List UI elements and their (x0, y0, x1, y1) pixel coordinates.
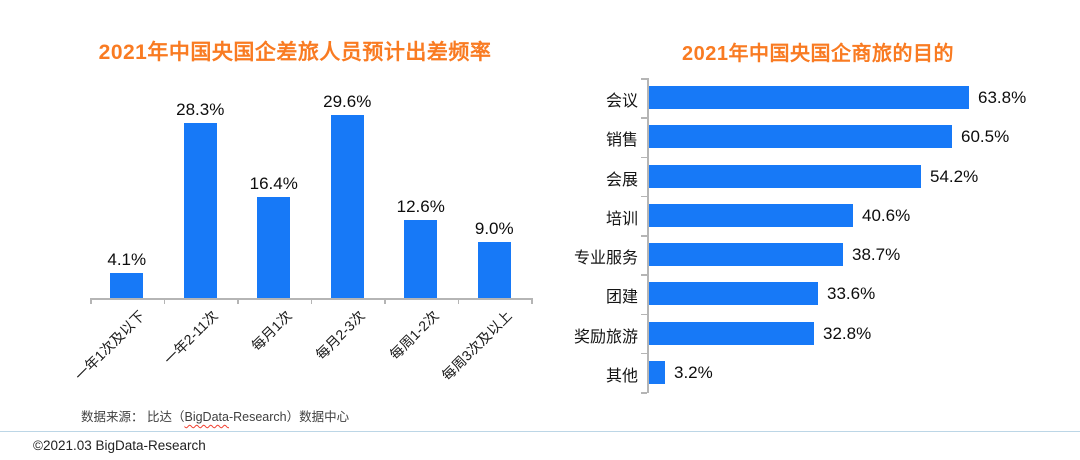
y-category-label: 专业服务 (573, 250, 638, 267)
frequency-bar (477, 242, 511, 298)
frequency-bar (404, 220, 438, 298)
bar-value-label: 29.6% (323, 92, 372, 111)
frequency-bar (257, 197, 291, 298)
bar-value-label: 28.3% (176, 100, 225, 119)
y-axis-tick (641, 392, 647, 394)
y-category-label: 其他 (605, 367, 638, 385)
frequency-bar (110, 273, 144, 298)
x-axis-tick (163, 298, 165, 304)
bar-value-label: 16.4% (249, 174, 298, 193)
x-category-label: 每周3次及以上 (438, 307, 515, 384)
data-source-note: 数据来源： 比达（BigData-Research）数据中心 (81, 406, 349, 425)
y-axis-tick (641, 313, 647, 315)
purpose-bar (649, 360, 665, 384)
y-axis-line (647, 78, 649, 393)
purpose-bar (649, 243, 843, 266)
chart-title-frequency: 2021年中国央国企差旅人员预计出差频率 (98, 41, 492, 64)
y-category-label: 奖励旅游 (573, 328, 638, 346)
x-axis-tick (531, 298, 533, 304)
bar-value-label: 40.6% (862, 205, 911, 225)
bar-value-label: 33.6% (827, 284, 876, 304)
source-suffix-text: -Research）数据中心 (228, 410, 350, 424)
footer-divider (0, 431, 1080, 432)
y-category-label: 团建 (605, 289, 638, 307)
frequency-bar (183, 123, 217, 298)
x-axis-tick (310, 298, 312, 304)
y-category-label: 会议 (605, 93, 638, 110)
y-axis-tick (641, 117, 647, 119)
bar-value-label: 63.8% (978, 88, 1027, 107)
x-axis-tick (90, 298, 92, 304)
y-axis-tick (641, 78, 647, 80)
x-axis-tick (457, 298, 459, 304)
chart-title-purpose: 2021年中国央国企商旅的目的 (682, 43, 954, 65)
purpose-bar (649, 282, 818, 306)
y-axis-tick (641, 195, 647, 198)
y-category-label: 会展 (605, 171, 638, 189)
y-category-label: 培训 (605, 210, 638, 228)
y-category-label: 销售 (605, 132, 638, 150)
purpose-bar (649, 321, 814, 345)
purpose-bar (649, 86, 969, 109)
purpose-bar (649, 164, 921, 188)
x-axis-line (90, 298, 532, 300)
source-prefix-text: 数据来源： 比达（ (81, 410, 185, 424)
copyright-text: ©2021.03 BigData-Research (33, 438, 206, 453)
y-axis-tick (641, 235, 647, 237)
bar-value-label: 4.1% (107, 250, 147, 269)
bar-value-label: 38.7% (852, 245, 901, 264)
bar-value-label: 60.5% (961, 127, 1010, 147)
y-axis-tick (641, 274, 647, 276)
y-axis-tick (641, 156, 647, 158)
source-brand-text: BigData (184, 410, 229, 424)
frequency-bar (330, 115, 364, 298)
bar-value-label: 9.0% (474, 219, 514, 238)
purpose-bar (649, 125, 952, 149)
x-axis-tick (237, 298, 239, 304)
x-axis-tick (384, 298, 386, 304)
bar-value-label: 12.6% (396, 197, 445, 216)
bar-value-label: 54.2% (930, 166, 979, 186)
bar-value-label: 32.8% (823, 323, 872, 343)
y-axis-tick (641, 352, 647, 355)
bar-value-label: 3.2% (674, 362, 713, 382)
purpose-bar (649, 203, 853, 227)
